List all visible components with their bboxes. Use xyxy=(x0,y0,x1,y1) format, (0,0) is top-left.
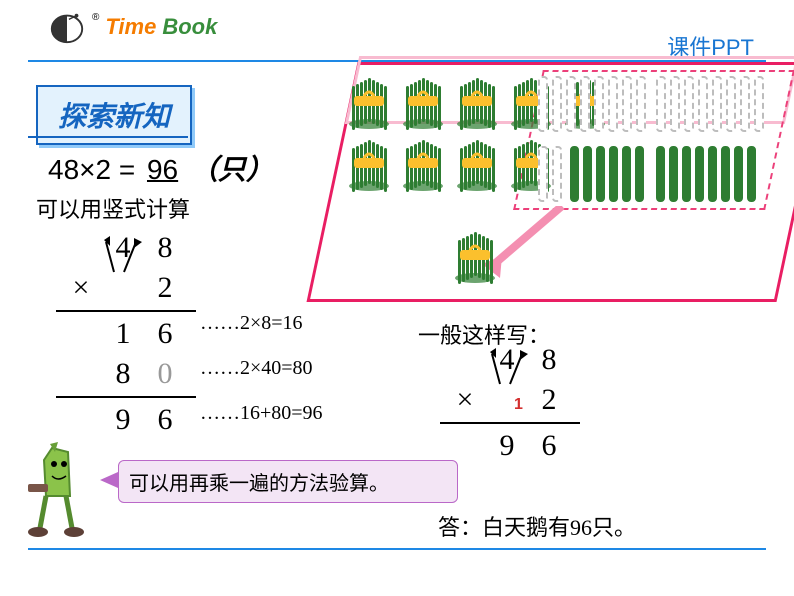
stick-row xyxy=(538,146,562,202)
stick-outline-icon xyxy=(622,76,632,132)
stick-outline-icon xyxy=(594,76,604,132)
stick-outline-icon xyxy=(726,76,736,132)
verification-callout: 可以用再乘一遍的方法验算。 xyxy=(118,460,458,503)
equation-left: 48×2 = xyxy=(48,154,135,185)
stick-outline-icon xyxy=(580,76,590,132)
anno-2: ……2×40=80 xyxy=(200,357,323,380)
equation: 48×2 = 96 （只） xyxy=(48,148,274,188)
stick-solid-icon xyxy=(734,146,743,202)
stick-outline-icon xyxy=(698,76,708,132)
bundle-icon xyxy=(400,74,446,130)
vc-r3b: 6 xyxy=(144,317,186,351)
stick-solid-icon xyxy=(682,146,691,202)
stick-solid-icon xyxy=(656,146,665,202)
stick-solid-icon xyxy=(609,146,618,202)
equation-result: 96 xyxy=(143,154,182,185)
stick-solid-icon xyxy=(583,146,592,202)
arrow-icon xyxy=(104,234,154,284)
footer-divider xyxy=(28,548,766,550)
vc-r3a: 1 xyxy=(102,317,144,351)
stick-outline-icon xyxy=(538,76,548,132)
title-underline xyxy=(28,136,188,138)
stick-solid-icon xyxy=(708,146,717,202)
stick-solid-icon xyxy=(570,146,579,202)
logo-book: Book xyxy=(162,14,217,40)
method-note: 可以用竖式计算 xyxy=(36,192,190,224)
stick-outline-icon xyxy=(552,146,562,202)
stick-solid-icon xyxy=(747,146,756,202)
equation-unit: （只） xyxy=(190,155,274,186)
stick-solid-icon xyxy=(596,146,605,202)
stick-solid-icon xyxy=(695,146,704,202)
visual-area xyxy=(312,66,772,306)
vc2-r3a: 9 xyxy=(486,429,528,463)
callout-tail xyxy=(100,472,118,488)
stick-outline-icon xyxy=(656,76,666,132)
vc-r5a: 9 xyxy=(102,403,144,437)
stick-row xyxy=(538,76,646,132)
vc2-r3b: 6 xyxy=(528,429,570,463)
stick-outline-icon xyxy=(670,76,680,132)
bundle-icon xyxy=(400,136,446,192)
stick-outline-icon xyxy=(552,76,562,132)
step-annotations: ……2×8=16 ……2×40=80 ……16+80=96 xyxy=(200,312,323,447)
stick-row xyxy=(570,146,644,202)
stick-outline-icon xyxy=(754,76,764,132)
zoom-arrow-icon xyxy=(482,206,602,306)
carry-digit: 1 xyxy=(514,396,523,414)
vc-r2a: × xyxy=(60,271,102,305)
answer-text: 答：白天鹅有96只。 xyxy=(438,510,636,542)
bundle-icon xyxy=(346,136,392,192)
stick-outline-icon xyxy=(608,76,618,132)
stick-solid-icon xyxy=(622,146,631,202)
stick-outline-icon xyxy=(538,146,548,202)
stick-outline-icon xyxy=(566,76,576,132)
bundle-icon xyxy=(454,136,500,192)
anno-3: ……16+80=96 xyxy=(200,402,323,425)
bundle-icon xyxy=(454,74,500,130)
logo-time: Time xyxy=(105,14,156,40)
stick-outline-icon xyxy=(740,76,750,132)
stick-outline-icon xyxy=(712,76,722,132)
vc2-r2a: × xyxy=(444,383,486,417)
stick-solid-icon xyxy=(669,146,678,202)
arrow-icon-2 xyxy=(490,346,540,396)
vc-r4a: 8 xyxy=(102,357,144,391)
stick-solid-icon xyxy=(721,146,730,202)
stick-outline-icon xyxy=(684,76,694,132)
bundle-icon xyxy=(346,74,392,130)
bundle-icon xyxy=(452,228,498,284)
stick-outline-icon xyxy=(636,76,646,132)
mascot-icon xyxy=(10,440,100,550)
vc-r4b: 0 xyxy=(144,357,186,391)
anno-1: ……2×8=16 xyxy=(200,312,323,335)
reg-mark: ® xyxy=(92,12,99,23)
stick-row xyxy=(656,76,764,132)
logo: ® TimeBook xyxy=(48,8,217,46)
vc-r5b: 6 xyxy=(144,403,186,437)
stick-solid-icon xyxy=(635,146,644,202)
stick-row xyxy=(656,146,756,202)
logo-icon xyxy=(48,8,86,46)
